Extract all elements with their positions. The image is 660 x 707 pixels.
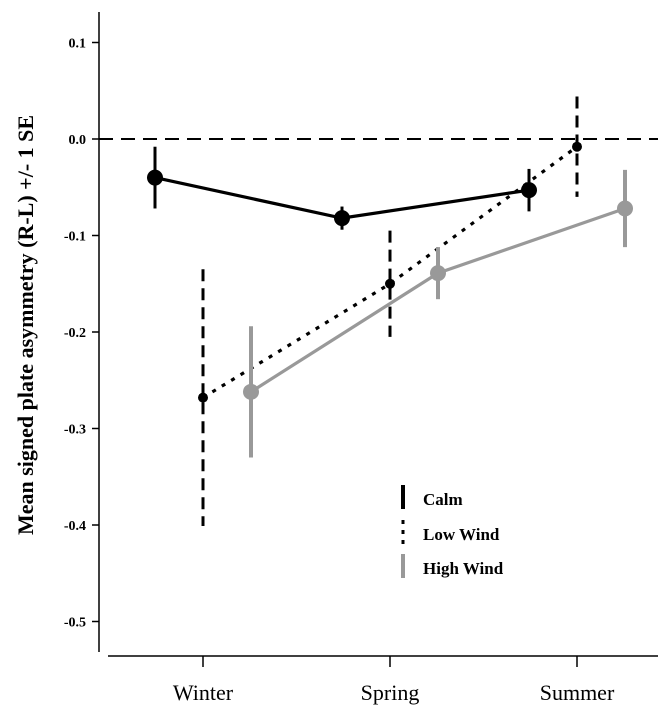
series-low-wind: [198, 96, 582, 526]
y-tick-label: -0.2: [64, 326, 86, 341]
data-point: [572, 141, 582, 152]
series-line: [250, 206, 626, 394]
y-tick-label: -0.3: [64, 423, 86, 438]
x-axis-ticks: Winter Spring Summer: [173, 656, 615, 705]
y-tick-label: 0.0: [69, 133, 87, 148]
data-point: [198, 392, 208, 403]
y-axis-title: Mean signed plate asymmetry (R-L) +/- 1 …: [13, 115, 38, 535]
x-tick-label: Summer: [540, 680, 615, 705]
series-high-wind: [243, 169, 633, 458]
data-point: [617, 200, 633, 217]
data-point: [243, 383, 259, 400]
legend-label: Calm: [423, 490, 463, 509]
y-tick-label: -0.5: [64, 616, 86, 631]
data-point: [430, 265, 446, 282]
y-tick-label: 0.1: [69, 37, 87, 52]
data-point: [334, 210, 350, 227]
legend: Calm Low Wind High Wind: [401, 485, 504, 578]
legend-label: Low Wind: [423, 525, 500, 544]
y-tick-label: -0.1: [64, 230, 86, 245]
series-calm: [147, 146, 537, 230]
legend-label: High Wind: [423, 559, 504, 578]
series-layer: [147, 96, 633, 526]
y-tick-label: -0.4: [64, 519, 86, 534]
x-tick-label: Winter: [173, 680, 234, 705]
x-tick-label: Spring: [361, 680, 420, 705]
data-point: [147, 169, 163, 186]
y-axis-ticks: 0.1 0.0 -0.1 -0.2 -0.3 -0.4 -0.5: [64, 37, 99, 631]
data-point: [385, 278, 395, 289]
